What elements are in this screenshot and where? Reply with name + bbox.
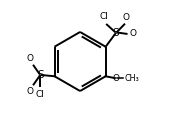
Text: S: S bbox=[113, 28, 119, 38]
Text: O: O bbox=[27, 54, 34, 63]
Text: Cl: Cl bbox=[36, 90, 45, 99]
Text: S: S bbox=[37, 70, 44, 80]
Text: CH₃: CH₃ bbox=[124, 74, 139, 83]
Text: O: O bbox=[27, 87, 34, 96]
Text: Cl: Cl bbox=[99, 12, 108, 21]
Text: O: O bbox=[130, 29, 137, 38]
Text: O: O bbox=[122, 13, 129, 22]
Text: O: O bbox=[113, 74, 120, 83]
